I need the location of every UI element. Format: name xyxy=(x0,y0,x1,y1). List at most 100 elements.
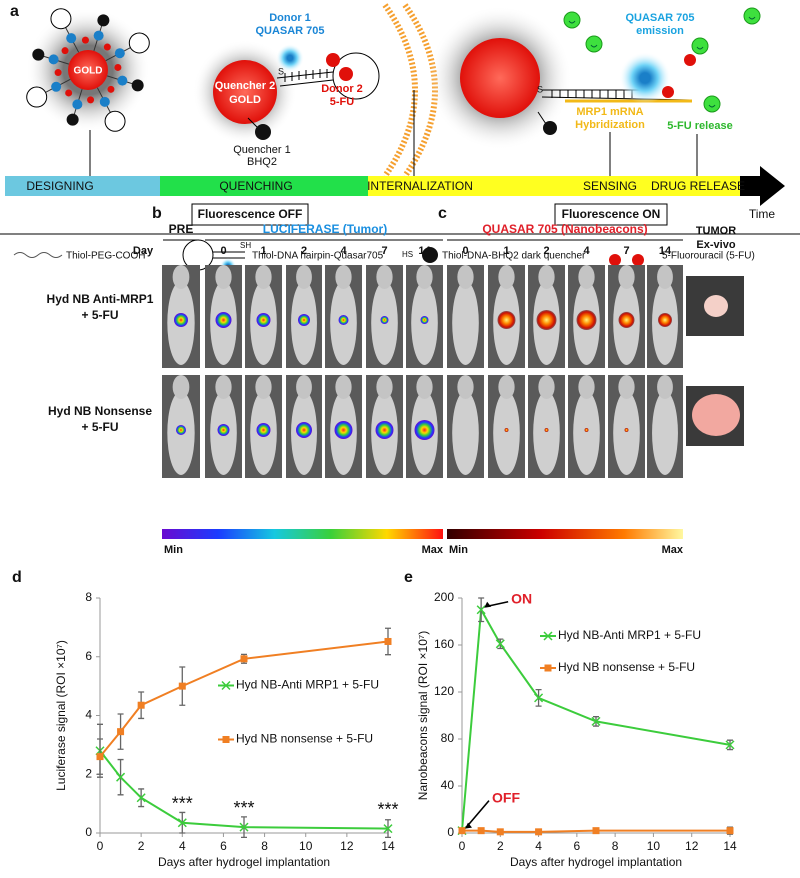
stage-label: QUENCHING xyxy=(219,179,292,193)
marker xyxy=(137,701,145,709)
donor-label: QUASAR 705 xyxy=(255,25,324,37)
day-tick: 14 xyxy=(418,245,431,257)
x-tick-label: 4 xyxy=(535,839,542,853)
y-tick-label: 0 xyxy=(85,825,92,839)
time-arrow xyxy=(740,166,785,206)
marker xyxy=(477,827,485,835)
panels-b-c: b PRE LUCIFERASE (Tumor) Day c QUASAR 70… xyxy=(47,205,744,556)
mouse-body xyxy=(452,391,479,475)
stage-label: DRUG RELEASE xyxy=(651,179,745,193)
y-tick-label: 4 xyxy=(85,708,92,722)
legend-label: Hyd NB nonsense + 5-FU xyxy=(236,732,373,746)
fluorescence-off: Fluorescence OFF xyxy=(198,207,303,221)
significance: *** xyxy=(377,799,398,819)
thiol-label: S xyxy=(537,84,543,94)
x-axis-label: Days after hydrogel implantation xyxy=(158,855,330,869)
marker xyxy=(591,716,601,726)
stage-bar xyxy=(368,176,740,196)
panel-a: a GOLD Quencher 2 GOLD S Donor 1 QUASAR … xyxy=(0,3,800,274)
donor-label: Donor 1 xyxy=(269,12,311,24)
mouse-body xyxy=(573,391,600,475)
gold-label: GOLD xyxy=(74,66,103,77)
donor-2 xyxy=(339,67,353,81)
donor xyxy=(72,99,83,110)
legend-marker xyxy=(543,631,553,641)
day-tick: 2 xyxy=(301,245,307,257)
legend-hs: HS xyxy=(402,250,413,259)
smiley-face xyxy=(696,46,704,50)
bhq xyxy=(66,113,79,126)
smiley xyxy=(703,95,721,113)
quencher-core xyxy=(213,60,277,124)
y-tick-label: 8 xyxy=(85,590,92,604)
drug xyxy=(103,43,111,51)
x-tick-label: 8 xyxy=(612,839,619,853)
donor xyxy=(66,33,77,44)
mouse-head xyxy=(657,265,673,289)
legend-marker xyxy=(222,736,230,743)
colorbar-max: Max xyxy=(422,544,444,556)
mouse-body xyxy=(452,281,479,365)
day-tick: 2 xyxy=(543,245,549,257)
marker xyxy=(117,728,125,736)
day-label: Day xyxy=(133,245,154,257)
smiley xyxy=(585,35,603,53)
bhq-icon xyxy=(422,247,438,263)
pre-label: PRE xyxy=(169,222,194,236)
day-tick: 7 xyxy=(623,245,629,257)
y-tick-label: 40 xyxy=(441,778,455,792)
loop xyxy=(26,86,48,108)
drug xyxy=(107,85,115,93)
x-tick-label: 2 xyxy=(138,839,145,853)
legend-label: Hyd NB nonsense + 5-FU xyxy=(558,660,695,674)
emission xyxy=(619,52,671,104)
marker xyxy=(96,753,104,761)
legend-text: Thiol-DNA hairpin-Quasar705 xyxy=(252,251,384,262)
stage-label: DESIGNING xyxy=(26,179,93,193)
colorbar-min: Min xyxy=(449,544,468,556)
smiley xyxy=(743,7,761,25)
emission-label: QUASAR 705 xyxy=(625,12,694,24)
marker xyxy=(592,827,600,835)
hairpin-ladder xyxy=(284,69,328,82)
signal xyxy=(624,428,629,432)
donor-2 xyxy=(326,53,340,67)
significance: *** xyxy=(172,793,193,813)
signal xyxy=(375,421,394,439)
marker xyxy=(726,827,734,835)
hairpin-loop xyxy=(332,52,380,100)
drug xyxy=(61,47,69,55)
marker xyxy=(725,740,735,750)
hybrid-label: Hybridization xyxy=(575,119,645,131)
x-tick-label: 2 xyxy=(497,839,504,853)
y-tick-label: 120 xyxy=(434,684,454,698)
mouse-head xyxy=(335,265,352,289)
mouse-head xyxy=(215,375,232,399)
fluorescence-on: Fluorescence ON xyxy=(562,207,661,221)
drug xyxy=(114,63,122,71)
mouse-head xyxy=(578,265,595,289)
smiley-face xyxy=(748,16,756,20)
mouse-head xyxy=(578,375,595,399)
marker xyxy=(239,822,249,832)
quencher1-label: BHQ2 xyxy=(247,156,277,168)
colorbar-min: Min xyxy=(164,544,183,556)
donor xyxy=(48,54,59,65)
signal xyxy=(338,315,349,325)
fu-icon xyxy=(609,254,621,266)
mouse-head xyxy=(498,265,515,289)
particle-core xyxy=(460,38,540,118)
arrow-head xyxy=(484,601,492,608)
hairpin-stem xyxy=(276,71,334,87)
marker xyxy=(136,793,146,803)
mouse-head xyxy=(416,265,433,289)
donor-1 xyxy=(276,44,304,72)
signal xyxy=(420,316,429,324)
signal xyxy=(256,313,271,327)
drug xyxy=(65,89,73,97)
x-tick-label: 14 xyxy=(723,839,737,853)
row-label: + 5-FU xyxy=(81,308,118,322)
y-tick-label: 2 xyxy=(85,766,92,780)
